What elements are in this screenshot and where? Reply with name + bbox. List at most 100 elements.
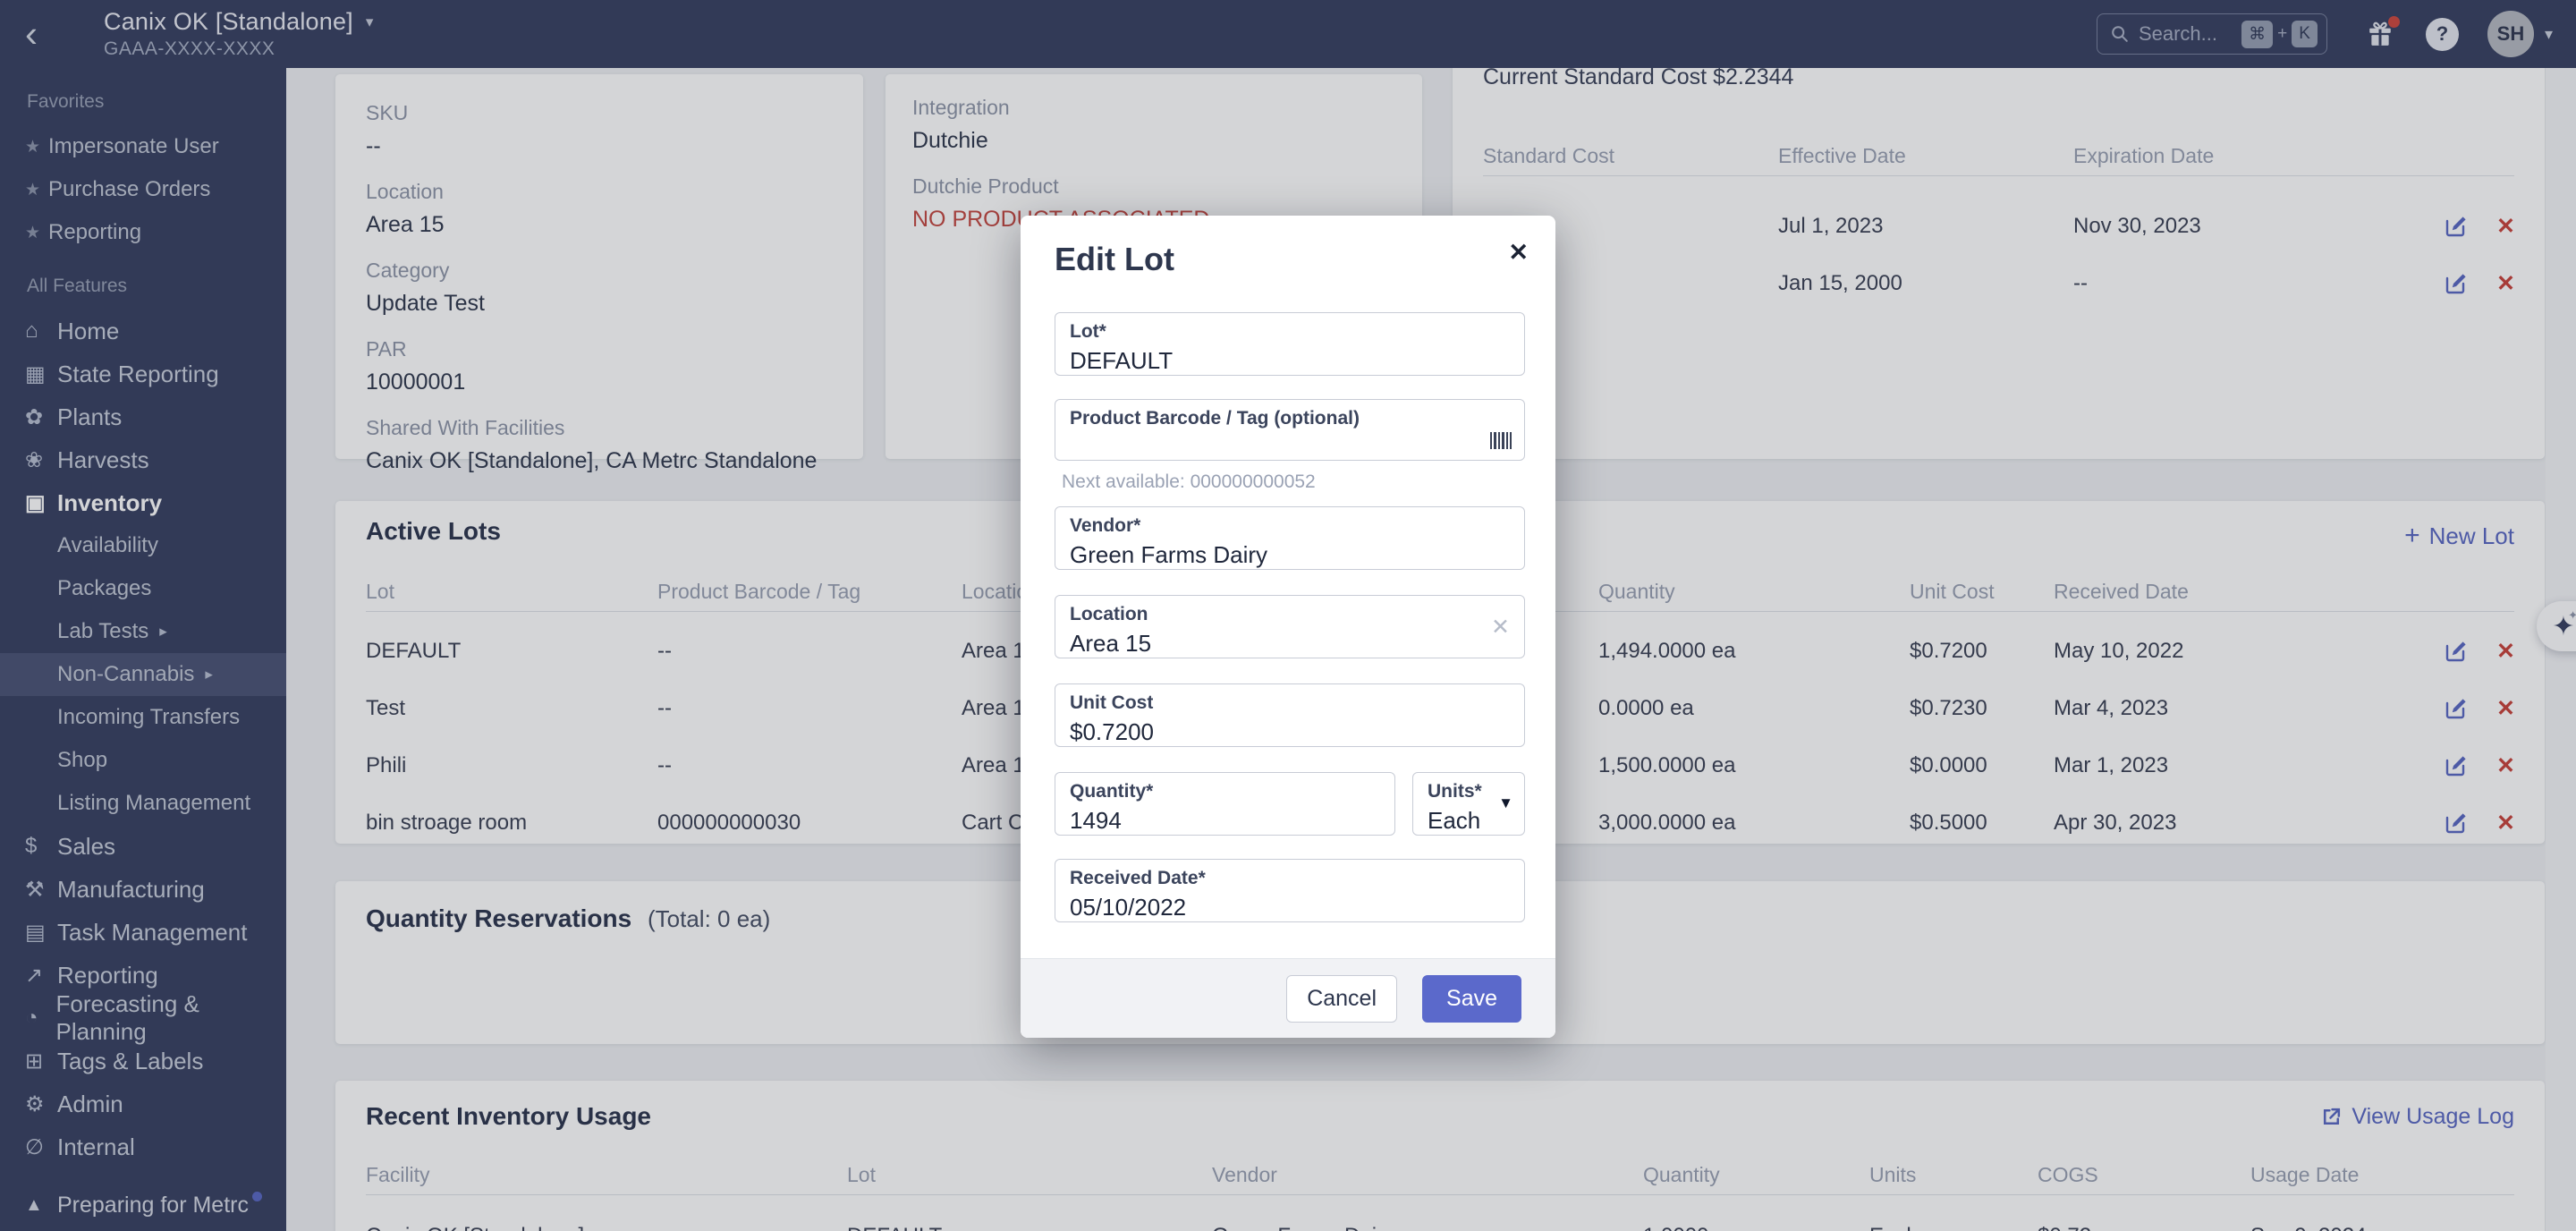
close-icon[interactable]: ✕ <box>1508 239 1529 266</box>
lot-field[interactable]: Lot* DEFAULT <box>1055 312 1525 376</box>
received-date-field[interactable]: Received Date* 05/10/2022 <box>1055 859 1525 922</box>
delete-x-icon[interactable]: ✕ <box>2496 271 2515 296</box>
sidebar-item-sales[interactable]: $ Sales <box>0 825 286 868</box>
sidebar-item-purchase-orders[interactable]: ★ Purchase Orders <box>0 168 286 211</box>
delete-x-icon[interactable]: ✕ <box>2496 753 2515 778</box>
barcode-icon[interactable] <box>1490 432 1512 449</box>
search-input[interactable]: Search... ⌘ + K <box>2096 13 2327 55</box>
col-effective-date: Effective Date <box>1778 144 1906 167</box>
gear-icon: ⚙ <box>25 1091 45 1116</box>
sidebar-item-manufacturing[interactable]: ⚒ Manufacturing <box>0 868 286 911</box>
integration-value: Dutchie <box>912 128 988 153</box>
sidebar-item-plants[interactable]: ✿ Plants <box>0 395 286 438</box>
sidebar-item-label: Shop <box>57 748 108 772</box>
search-placeholder: Search... <box>2138 22 2217 45</box>
sidebar-item-harvests[interactable]: ❀ Harvests <box>0 438 286 481</box>
lot-row: DEFAULT -- Area 15 1,494.0000 ea $0.7200… <box>366 639 2515 664</box>
sidebar-item-shop[interactable]: Shop <box>0 739 286 782</box>
sidebar-item-internal[interactable]: ∅ Internal <box>0 1125 286 1168</box>
facility-switcher[interactable]: Canix OK [Standalone] ▾ GAAA-XXXX-XXXX <box>104 8 373 60</box>
standard-cost-row: Jul 1, 2023 Nov 30, 2023 ✕ <box>1778 214 2515 239</box>
help-button[interactable]: ? <box>2425 17 2459 51</box>
sidebar-item-non-cannabis[interactable]: Non-Cannabis ▸ <box>0 653 286 696</box>
cancel-button[interactable]: Cancel <box>1286 974 1398 1023</box>
product-barcode-field[interactable]: Product Barcode / Tag (optional) <box>1055 399 1525 461</box>
sidebar-item-label: State Reporting <box>57 360 219 387</box>
sidebar-item-task-management[interactable]: ▤ Task Management <box>0 911 286 954</box>
clear-icon[interactable]: ✕ <box>1491 614 1510 640</box>
edit-lot-modal: Edit Lot ✕ Lot* DEFAULT Product Barcode … <box>1021 216 1555 1038</box>
unit-cost-field[interactable]: Unit Cost $0.7200 <box>1055 683 1525 747</box>
sidebar-item-label: Packages <box>57 576 152 600</box>
account-chevron-down-icon[interactable]: ▾ <box>2544 24 2553 43</box>
notification-dot <box>251 1191 262 1201</box>
delete-x-icon[interactable]: ✕ <box>2496 214 2515 239</box>
sidebar-item-reporting-favorite[interactable]: ★ Reporting <box>0 211 286 254</box>
avatar[interactable]: SH <box>2487 11 2534 57</box>
sidebar-item-incoming-transfers[interactable]: Incoming Transfers <box>0 696 286 739</box>
dropdown-caret-icon: ▼ <box>1498 794 1513 811</box>
unit-cost-field-value: $0.7200 <box>1070 718 1154 745</box>
sidebar-item-label: Inventory <box>57 488 163 516</box>
category-value: Update Test <box>366 291 485 316</box>
leaf-icon: ✿ <box>25 404 44 429</box>
sidebar-item-impersonate-user[interactable]: ★ Impersonate User <box>0 125 286 168</box>
shared-facilities-label: Shared With Facilities <box>366 416 565 439</box>
sidebar-item-inventory[interactable]: ▣ Inventory <box>0 481 286 524</box>
sidebar-item-label: Admin <box>57 1090 123 1117</box>
whats-new-button[interactable] <box>2367 16 2400 47</box>
sidebar-item-reporting[interactable]: ↗ Reporting <box>0 954 286 997</box>
vendor-field[interactable]: Vendor* Green Farms Dairy <box>1055 506 1525 570</box>
sidebar-item-label: Reporting <box>57 961 158 989</box>
units-select-value: Each <box>1428 807 1481 834</box>
new-lot-button[interactable]: + New Lot <box>2404 521 2514 550</box>
lot-link[interactable]: Phili <box>366 753 407 777</box>
sidebar-item-lab-tests[interactable]: Lab Tests ▸ <box>0 610 286 653</box>
ai-assistant-button[interactable]: ✦ ✦ <box>2537 601 2576 651</box>
clock-icon: ◔ <box>25 1006 38 1030</box>
back-button[interactable]: ‹ <box>0 3 63 65</box>
lot-link[interactable]: Test <box>366 696 406 720</box>
sidebar-item-packages[interactable]: Packages <box>0 567 286 610</box>
sidebar-item-preparing-for-metrc[interactable]: ▲ Preparing for Metrc <box>0 1183 286 1227</box>
category-label: Category <box>366 259 450 282</box>
location-field-value: Area 15 <box>1070 630 1152 657</box>
sidebar-item-label: Task Management <box>57 918 248 946</box>
usage-row: Canix OK [Standalone] DEFAULT Green Farm… <box>366 1208 2514 1231</box>
printer-icon: ⊞ <box>25 1048 44 1074</box>
units-select-label: Units* <box>1428 781 1482 802</box>
sidebar-item-tags-labels[interactable]: ⊞ Tags & Labels <box>0 1040 286 1082</box>
lot-field-value: DEFAULT <box>1070 347 1174 374</box>
sidebar-item-listing-management[interactable]: Listing Management <box>0 782 286 825</box>
delete-x-icon[interactable]: ✕ <box>2496 696 2515 721</box>
lot-link[interactable]: DEFAULT <box>847 1224 1212 1231</box>
lot-row: bin stroage room 000000000030 Cart C 2 3… <box>366 811 2515 836</box>
quantity-field[interactable]: Quantity* 1494 <box>1055 772 1395 836</box>
unit-cost-field-label: Unit Cost <box>1070 692 1154 713</box>
col-received-date: Received Date <box>2054 580 2189 603</box>
home-icon: ⌂ <box>25 318 38 343</box>
lot-row: Test -- Area 15 0.0000 ea $0.7230 Mar 4,… <box>366 696 2515 721</box>
sidebar-item-forecasting-planning[interactable]: ◔ Forecasting & Planning <box>0 990 286 1045</box>
chevron-right-icon: ▸ <box>159 623 167 640</box>
units-select[interactable]: Units* Each ▼ <box>1412 772 1525 836</box>
save-button[interactable]: Save <box>1422 974 1521 1023</box>
sidebar-item-admin[interactable]: ⚙ Admin <box>0 1082 286 1125</box>
location-field[interactable]: Location Area 15 ✕ <box>1055 595 1525 658</box>
lot-link[interactable]: DEFAULT <box>366 639 462 663</box>
harvest-hand-icon: ❀ <box>25 447 44 472</box>
delete-x-icon[interactable]: ✕ <box>2496 639 2515 664</box>
sidebar-item-availability[interactable]: Availability <box>0 524 286 567</box>
col-lot: Lot <box>847 1163 876 1186</box>
sidebar-item-home[interactable]: ⌂ Home <box>0 310 286 352</box>
lot-link[interactable]: bin stroage room <box>366 811 528 835</box>
col-usage-date: Usage Date <box>2250 1163 2360 1186</box>
recent-usage-title: Recent Inventory Usage <box>366 1102 651 1130</box>
top-bar: ‹ Canix OK [Standalone] ▾ GAAA-XXXX-XXXX… <box>0 0 2576 68</box>
delete-x-icon[interactable]: ✕ <box>2496 811 2515 836</box>
view-usage-log-link[interactable]: View Usage Log <box>2320 1104 2514 1130</box>
sidebar-item-label: Lab Tests <box>57 619 149 643</box>
sidebar-item-state-reporting[interactable]: ▦ State Reporting <box>0 352 286 395</box>
quantity-reservations-total: (Total: 0 ea) <box>647 905 771 932</box>
standard-cost-row: Jan 15, 2000 -- ✕ <box>1778 271 2515 296</box>
